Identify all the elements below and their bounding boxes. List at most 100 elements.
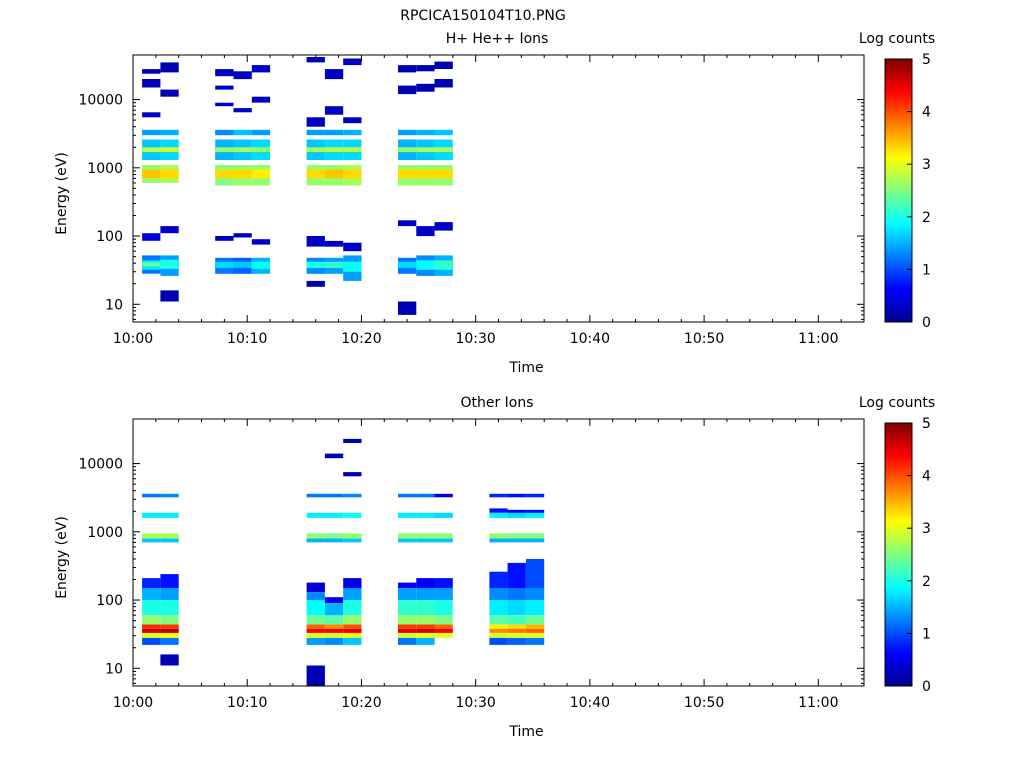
spectrogram-cell [434,61,453,69]
x-tick-label: 10:50 [684,695,724,711]
spectrogram-cell [324,169,344,179]
colorbar-tick-label: 3 [922,521,931,537]
spectrogram-cell [343,624,362,629]
spectrogram-cell [507,493,526,498]
spectrogram-cell [416,538,435,543]
spectrogram-cell [507,632,526,638]
spectrogram-cell [142,129,161,136]
spectrogram-cell [434,578,453,589]
spectrogram-cell [306,129,325,136]
spectrogram-cell [215,261,234,269]
spectrogram-cell [306,169,325,179]
spectrogram-cell [416,533,435,539]
spectrogram-cell [306,600,325,616]
spectrogram-cell [434,147,453,153]
spectrogram-cell [343,538,362,543]
spectrogram-cell [525,615,545,625]
spectrogram-cell [489,628,508,633]
spectrogram-cell [306,280,325,287]
spectrogram-cell [160,533,179,539]
spectrogram-cell [507,628,526,633]
spectrogram-cell [507,562,526,588]
spectrogram-cell [160,637,179,645]
spectrogram-cell [489,624,508,629]
spectrogram-cell [306,533,325,539]
spectrogram-cell [507,624,526,629]
spectrogram-cell [398,220,417,227]
x-tick-label: 10:00 [113,695,153,711]
spectrogram-cell [142,533,161,539]
colorbar-tick-label: 5 [922,52,931,68]
spectrogram-cell [233,147,252,153]
spectrogram-cell [160,588,179,600]
spectrogram-cell [489,508,508,513]
spectrogram-cell [233,169,252,179]
spectrogram-cell [306,261,325,269]
spectrogram-cell [215,129,234,136]
spectrogram-cell [416,588,435,600]
spectrogram-cell [251,65,271,73]
spectrogram-cell [489,533,508,539]
colorbar-label: Log counts [859,31,935,47]
spectrogram-cell [306,665,325,686]
spectrogram-cells [142,438,545,686]
spectrogram-cell [434,632,453,638]
spectrogram-cell [306,632,325,638]
spectrogram-cell [489,588,508,600]
spectrogram-cell [434,615,453,625]
spectrogram-cell [142,632,161,638]
spectrogram-cell [324,603,344,616]
spectrogram-cell [434,588,453,600]
spectrogram-cell [343,512,362,518]
spectrogram-cell [398,628,417,633]
spectrogram-cell [343,615,362,625]
spectrogram-cell [306,624,325,629]
spectrogram-cell [343,632,362,638]
spectrogram-cell [142,588,161,600]
x-tick-label: 10:20 [341,331,381,347]
spectrogram-cell [160,600,179,616]
spectrogram-cell [251,169,271,179]
spectrogram-cell [160,147,179,153]
plot-frame [132,54,865,323]
y-tick-label: 10 [105,661,123,677]
x-tick-label: 10:00 [113,331,153,347]
colorbar-tick-label: 4 [922,105,931,121]
spectrogram-cell [324,129,344,136]
x-tick-label: 10:50 [684,331,724,347]
y-tick-label: 100 [96,593,123,609]
panel-other-ions: Other Ions Log counts 10:00 10:10 10:20 10:… [54,395,935,740]
spectrogram-cell [525,632,545,638]
spectrogram-cell [142,69,161,74]
spectrogram-cell [489,615,508,625]
spectrogram-cell [324,628,344,633]
spectrogram-cell [233,261,252,269]
x-tick-label: 10:30 [455,695,495,711]
spectrogram-cell [416,129,435,136]
panel-title: Other Ions [460,395,533,411]
spectrogram-cell [160,615,179,625]
spectrogram-cell [324,106,344,115]
spectrogram-cells [142,57,453,315]
spectrogram-cell [398,261,417,269]
spectrogram-cell [142,233,161,241]
spectrogram-cell [343,533,362,539]
spectrogram-cell [416,493,435,498]
spectrogram-cell [525,509,545,513]
spectrogram-cell [142,600,161,616]
spectrogram-cell [489,512,508,518]
y-axis: 10 100 1000 10000 [78,93,864,320]
spectrogram-cell [233,129,252,136]
y-tick-label: 100 [96,229,123,245]
spectrogram-cell [215,236,234,241]
spectrogram-cell [507,509,526,513]
spectrogram-cell [343,129,362,136]
spectrogram-cell [398,582,417,588]
spectrogram-cell [324,538,344,543]
spectrogram-cell [489,571,508,588]
spectrogram-cell [343,578,362,589]
spectrogram-cell [416,169,435,179]
spectrogram-cell [306,512,325,518]
x-tick-label: 10:40 [570,331,610,347]
spectrogram-cell [416,512,435,518]
